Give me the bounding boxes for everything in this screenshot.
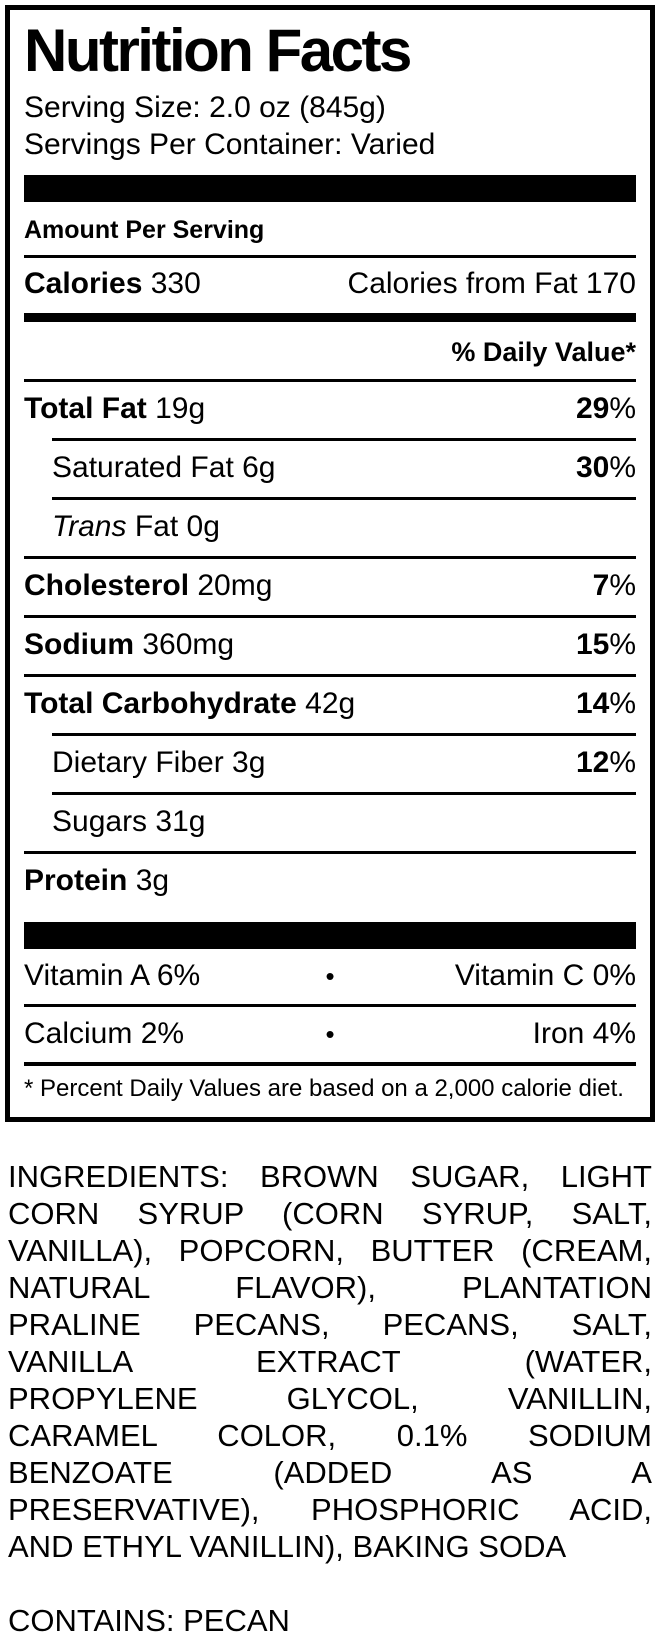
micronutrient-row: Vitamin A 6% • Vitamin C 0%: [24, 949, 636, 1004]
nutrient-name: Total Carbohydrate 42g: [24, 687, 356, 721]
divider-thick-top: [24, 175, 636, 203]
nutrient-daily-value: 15%: [575, 628, 636, 662]
footnote: * Percent Daily Values are based on a 2,…: [24, 1075, 624, 1103]
calories-value: 330: [150, 267, 201, 301]
nutrient-row: Cholesterol 20mg 7%: [24, 556, 636, 615]
ingredients-line: PRESERVATIVE), PHOSPHORIC ACID,: [8, 1492, 652, 1528]
nutrient-row: Total Fat 19g 29%: [24, 382, 636, 438]
nutrient-name: Trans Fat 0g: [52, 510, 220, 544]
bullet-separator: •: [325, 1018, 335, 1049]
divider-medium: [24, 313, 636, 323]
nutrient-row: Trans Fat 0g: [52, 497, 636, 556]
servings-per-container: Servings Per Container: Varied: [24, 128, 436, 162]
ingredients-line: PROPYLENE GLYCOL, VANILLIN,: [8, 1381, 652, 1417]
micronutrient-rows: Vitamin A 6% • Vitamin C 0% Calcium 2% • Iron…: [24, 949, 636, 1067]
ingredients-line: CARAMEL COLOR, 0.1% SODIUM: [8, 1418, 652, 1454]
nutrient-name: Saturated Fat 6g: [52, 451, 276, 485]
nutrient-daily-value: 30%: [575, 451, 636, 485]
micronutrient-right: Iron 4%: [532, 1017, 637, 1051]
ingredients-line: AND ETHYL VANILLIN), BAKING SODA: [8, 1529, 567, 1565]
serving-size: Serving Size: 2.0 oz (845g): [24, 91, 386, 125]
nutrient-daily-value: 12%: [575, 746, 636, 780]
calories-label: Calories: [24, 267, 143, 301]
ingredients-line: BENZOATE (ADDED AS A: [8, 1455, 652, 1491]
ingredients-paragraph: INGREDIENTS: BROWN SUGAR, LIGHT CORN SYRU…: [8, 1158, 652, 1565]
nutrient-daily-value: 29%: [575, 392, 636, 426]
ingredients-line: VANILLA EXTRACT (WATER,: [8, 1344, 652, 1380]
nutrient-row: Protein 3g: [24, 851, 636, 910]
nutrient-row: Sugars 31g: [52, 792, 636, 851]
nutrient-name: Dietary Fiber 3g: [52, 746, 266, 780]
nutrient-rows: Total Fat 19g 29% Saturated Fat 6g 30% Trans…: [24, 382, 636, 910]
ingredients-line: CORN SYRUP (CORN SYRUP, SALT,: [8, 1196, 652, 1232]
contains-statement: CONTAINS: PECAN: [8, 1603, 290, 1639]
divider-thick-bottom: [24, 922, 636, 950]
nutrient-daily-value: 7%: [592, 569, 636, 603]
calories-row: Calories 330 Calories from Fat 170: [24, 255, 636, 313]
nutrient-name: Cholesterol 20mg: [24, 569, 273, 603]
label-title: Nutrition Facts: [24, 17, 412, 84]
nutrient-name: Sodium 360mg: [24, 628, 235, 662]
nutrient-name: Sugars 31g: [52, 805, 206, 839]
calories-from-fat: Calories from Fat 170: [347, 267, 636, 301]
micronutrient-left: Vitamin A 6%: [24, 959, 201, 993]
calories: Calories 330: [24, 267, 201, 301]
ingredients-line: INGREDIENTS: BROWN SUGAR, LIGHT: [8, 1159, 652, 1195]
bullet-separator: •: [325, 960, 335, 991]
amount-per-serving-heading: Amount Per Serving: [24, 216, 265, 245]
nutrient-row: Total Carbohydrate 42g 14%: [24, 674, 636, 733]
nutrient-row: Dietary Fiber 3g 12%: [52, 733, 636, 792]
ingredients-line: VANILLA), POPCORN, BUTTER (CREAM,: [8, 1233, 652, 1269]
micronutrient-row: Calcium 2% • Iron 4%: [24, 1004, 636, 1062]
nutrient-daily-value: 14%: [575, 687, 636, 721]
micronutrient-left: Calcium 2%: [24, 1017, 185, 1051]
nutrient-row: Sodium 360mg 15%: [24, 615, 636, 674]
nutrient-row: Saturated Fat 6g 30%: [52, 438, 636, 497]
nutrient-name: Total Fat 19g: [24, 392, 206, 426]
daily-value-header: % Daily Value*: [24, 322, 636, 383]
nutrition-facts-label: Nutrition Facts Serving Size: 2.0 oz (84…: [5, 5, 655, 1123]
ingredients-line: PRALINE PECANS, PECANS, SALT,: [8, 1307, 652, 1343]
nutrient-name: Protein 3g: [24, 864, 170, 898]
ingredients-line: NATURAL FLAVOR), PLANTATION: [8, 1270, 652, 1306]
micronutrient-right: Vitamin C 0%: [454, 959, 637, 993]
